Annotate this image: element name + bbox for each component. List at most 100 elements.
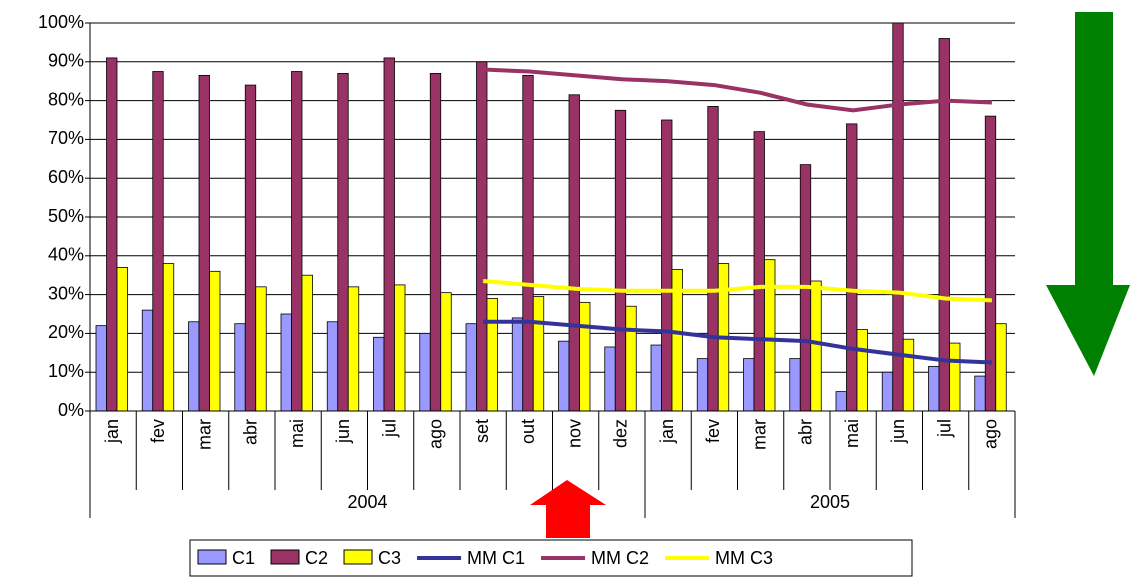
y-tick-label: 60% [48,167,84,187]
bar [810,280,822,412]
group-label: 2005 [810,492,850,512]
line-series [483,67,992,113]
y-tick-label: 80% [48,89,84,109]
bar [291,71,303,412]
bar [568,94,580,412]
legend-label: C3 [378,548,401,568]
y-tick-label: 20% [48,322,84,342]
bar [162,263,175,412]
x-tick-label: dez [611,419,631,448]
bar [476,61,488,412]
bar [511,317,524,412]
bar [234,323,246,412]
bar [383,57,395,412]
legend-label: C1 [232,548,255,568]
bar [373,336,385,412]
y-tick-label: 50% [48,206,84,226]
y-tick-label: 10% [48,361,84,381]
bar [440,292,452,412]
x-tick-label: set [472,419,492,443]
y-tick-label: 100% [38,12,84,32]
bar [95,325,107,412]
bar [995,323,1007,412]
y-tick-label: 30% [48,283,84,303]
bar [789,358,801,412]
bar [743,358,755,412]
bar [835,391,847,412]
bar [949,342,961,412]
bar [209,270,221,412]
legend-swatch [197,549,227,565]
legend-label: MM C1 [467,548,525,568]
x-tick-label: fev [703,419,723,443]
bar [486,298,498,412]
bar [974,375,986,412]
x-tick-label: jul [934,419,954,438]
y-tick-label: 40% [48,245,84,265]
bar [141,309,154,412]
group-label: 2004 [347,492,387,512]
y-tick-label: 70% [48,128,84,148]
bar [419,332,431,412]
bar [326,321,339,412]
bar [280,313,292,412]
x-tick-label: out [518,419,538,444]
bar [604,346,616,412]
legend-label: C2 [305,548,328,568]
bar [881,371,894,412]
bar [928,365,940,412]
bar [846,123,858,412]
x-tick-label: fev [148,419,168,443]
legend-label: MM C2 [591,548,649,568]
y-tick-label: 0% [58,400,84,420]
bar [337,73,349,412]
bar [255,286,267,412]
bar [244,84,257,412]
bar [650,344,662,412]
bar [532,296,545,412]
red-up-arrow [530,480,606,538]
bar [661,119,673,412]
x-tick-label: ago [426,419,446,449]
x-tick-label: jan [102,419,122,444]
bar [188,321,200,412]
bar [696,358,709,412]
bar [394,284,406,412]
x-tick-label: jun [333,419,353,444]
bar [984,115,997,412]
line-series [482,279,992,303]
x-tick-label: mar [194,419,214,450]
x-tick-label: mai [287,419,307,448]
bar [198,74,210,412]
line-series [483,319,992,365]
bar [465,323,477,412]
legend-swatch [343,549,373,565]
bar [152,71,164,412]
bar [301,274,313,412]
x-tick-label: mar [749,419,769,450]
bar [856,329,868,412]
bar [106,57,118,412]
legend-swatch [270,549,300,565]
bar [347,286,360,412]
bar [429,73,442,412]
x-tick-label: abr [241,419,261,445]
bar [625,305,637,412]
bar [558,340,570,412]
x-tick-label: ago [981,419,1001,449]
bar [753,131,765,412]
green-down-arrow [1046,12,1130,376]
bar [707,106,719,412]
x-tick-label: jun [888,419,908,444]
x-tick-label: jan [657,419,677,444]
x-tick-label: jul [379,419,399,438]
bar [614,109,627,412]
y-tick-label: 90% [48,51,84,71]
legend: C1 C2 C3 MM C1 MM C2 MM C3 [189,539,913,577]
legend-label: MM C3 [715,548,773,568]
bar [764,259,776,412]
x-tick-label: nov [564,419,584,448]
bar [579,301,591,412]
x-tick-label: abr [796,419,816,445]
